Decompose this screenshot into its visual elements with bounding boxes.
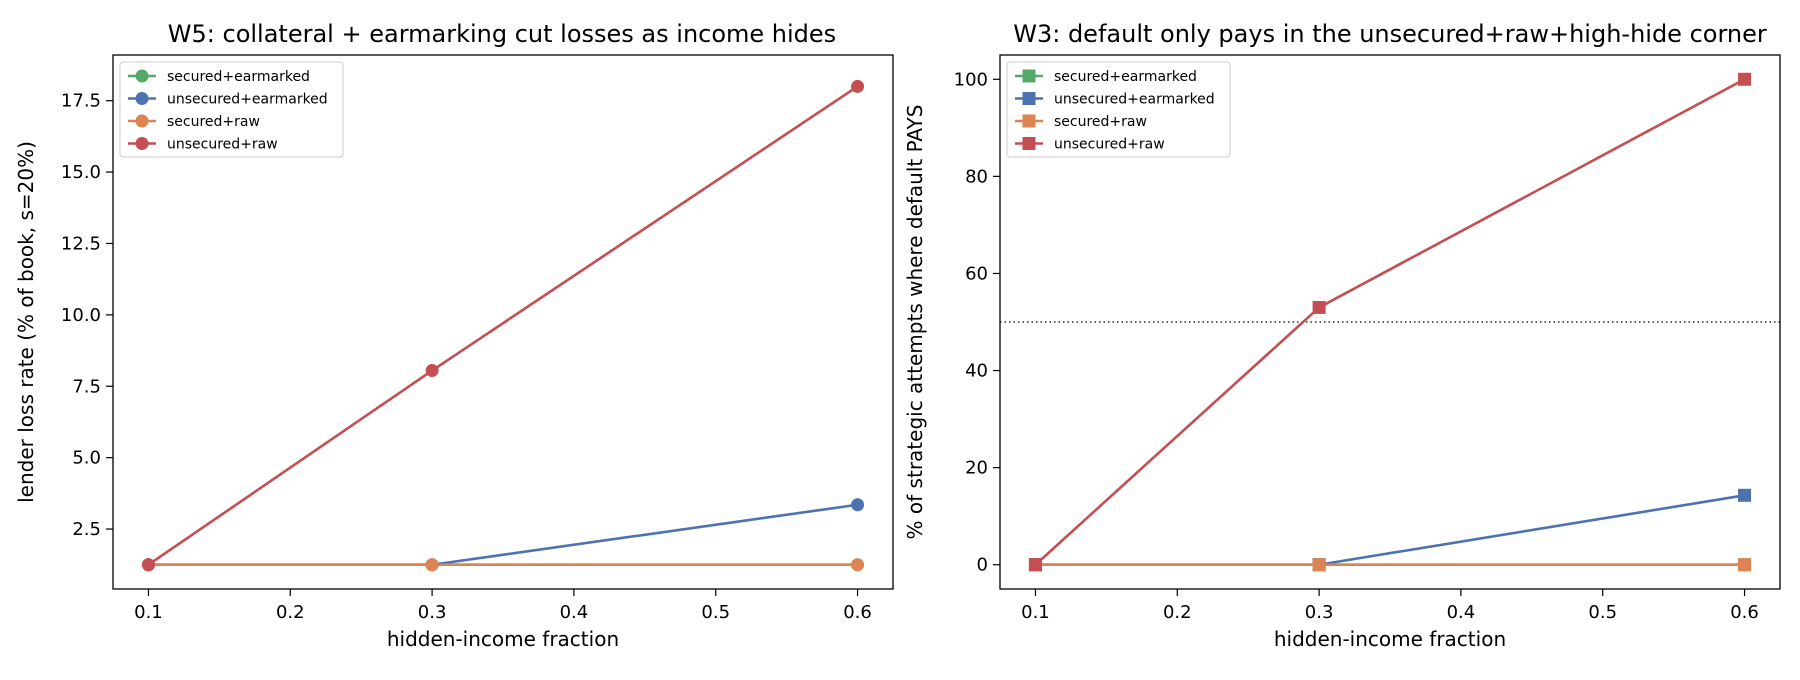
legend-entry-label: unsecured+earmarked xyxy=(167,92,328,108)
y-tick-label: 2.5 xyxy=(72,519,101,540)
y-tick-label: 40 xyxy=(965,361,988,382)
series-line-2 xyxy=(1035,494,1745,567)
data-point xyxy=(851,79,865,93)
x-tick-label: 0.5 xyxy=(701,602,730,623)
legend-box xyxy=(119,61,344,158)
legend-swatch-marker xyxy=(1022,137,1036,150)
chart-panel-2: W3: default only pays in the unsecured+r… xyxy=(903,20,1781,651)
series-line-4 xyxy=(147,85,859,566)
legend-entry-label: secured+earmarked xyxy=(167,69,310,85)
y-axis-label: lender loss rate (% of book, s=20%) xyxy=(14,141,38,503)
y-tick-label: 17.5 xyxy=(61,91,101,112)
chart-panel-1: W5: collateral + earmarking cut losses a… xyxy=(14,20,894,651)
y-tick-label: 15.0 xyxy=(61,162,101,183)
legend-swatch-marker xyxy=(1022,114,1036,128)
data-point xyxy=(1738,488,1752,502)
data-point xyxy=(851,558,865,572)
y-tick-label: 10.0 xyxy=(61,305,101,326)
legend-entry-label: unsecured+earmarked xyxy=(1054,92,1215,108)
chart-title: W5: collateral + earmarking cut losses a… xyxy=(168,20,836,48)
axes-frame xyxy=(999,54,1781,590)
x-tick-label: 0.1 xyxy=(1021,602,1050,623)
y-tick-label: 0 xyxy=(977,555,988,576)
data-point xyxy=(141,558,155,572)
x-tick-label: 0.6 xyxy=(1730,602,1759,623)
legend-entry-label: secured+earmarked xyxy=(1054,69,1197,85)
y-tick-label: 20 xyxy=(965,458,988,479)
x-tick-label: 0.6 xyxy=(843,602,872,623)
legend-entry-label: secured+raw xyxy=(1054,114,1147,130)
y-tick-label: 12.5 xyxy=(61,233,101,254)
y-tick-label: 7.5 xyxy=(72,376,101,397)
data-point xyxy=(425,364,439,378)
legend: secured+earmarked unsecured+earmarked secu… xyxy=(1006,61,1231,158)
x-tick-label: 0.4 xyxy=(560,602,589,623)
legend-swatch-marker xyxy=(135,137,149,150)
data-point xyxy=(1738,72,1752,86)
data-point xyxy=(1312,558,1326,572)
chart-title: W3: default only pays in the unsecured+r… xyxy=(1013,20,1767,48)
data-point xyxy=(1738,558,1752,572)
legend-entry-label: unsecured+raw xyxy=(167,137,278,153)
y-tick-label: 100 xyxy=(954,69,988,90)
legend-entry-label: unsecured+raw xyxy=(1054,137,1165,153)
series-line-2 xyxy=(148,503,858,567)
data-point xyxy=(1028,558,1042,572)
x-tick-label: 0.5 xyxy=(1588,602,1617,623)
data-point xyxy=(425,558,439,572)
legend-swatch-marker xyxy=(1022,92,1036,105)
x-tick-label: 0.1 xyxy=(134,602,163,623)
legend-swatch-marker xyxy=(1022,69,1036,83)
legend-swatch-marker xyxy=(135,69,149,83)
legend-swatch-marker xyxy=(135,92,149,105)
x-tick-label: 0.3 xyxy=(418,602,447,623)
data-point xyxy=(1312,300,1326,314)
x-tick-label: 0.3 xyxy=(1305,602,1334,623)
legend-entry-label: secured+raw xyxy=(167,114,260,130)
legend-box xyxy=(1006,61,1231,158)
legend: secured+earmarked unsecured+earmarked secu… xyxy=(119,61,344,158)
y-tick-label: 5.0 xyxy=(72,448,101,469)
x-tick-label: 0.4 xyxy=(1447,602,1476,623)
data-point xyxy=(851,498,865,512)
x-tick-label: 0.2 xyxy=(276,602,305,623)
legend-swatch-marker xyxy=(135,114,149,128)
y-axis-label: % of strategic attempts where default PA… xyxy=(903,105,927,540)
x-axis-label: hidden-income fraction xyxy=(1274,627,1506,651)
y-tick-label: 60 xyxy=(965,263,988,284)
x-tick-label: 0.2 xyxy=(1163,602,1192,623)
x-axis-label: hidden-income fraction xyxy=(387,627,619,651)
axes-frame xyxy=(112,54,894,590)
y-tick-label: 80 xyxy=(965,166,988,187)
